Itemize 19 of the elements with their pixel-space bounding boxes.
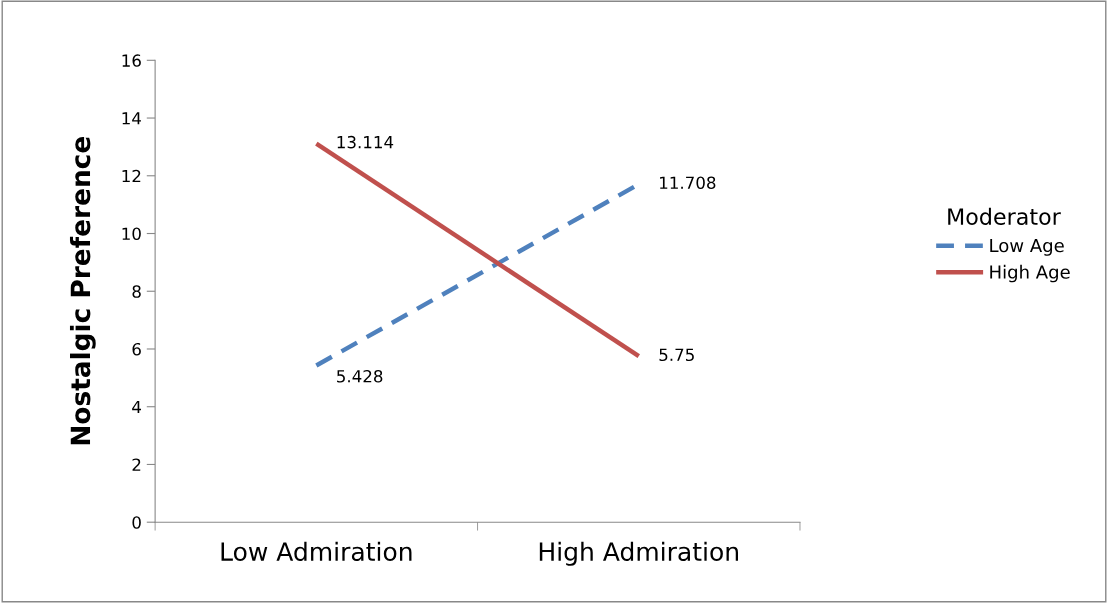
data-label: 13.114	[337, 135, 394, 149]
legend-label: Low Age	[990, 238, 1064, 256]
y-tick-label: 10	[122, 227, 141, 241]
data-label: 5.428	[337, 369, 383, 383]
y-tick-label: 6	[132, 342, 141, 356]
y-tick-label: 8	[132, 285, 141, 298]
x-tick-label: Low Admiration	[221, 541, 412, 561]
x-tick-label: High Admiration	[539, 541, 738, 566]
y-tick-label: 12	[122, 169, 141, 183]
y-tick-label: 2	[132, 458, 141, 471]
y-tick-label: 16	[122, 54, 141, 67]
y-tick-label: 4	[132, 400, 141, 414]
data-label: 11.708	[660, 176, 716, 190]
legend-label: High Age	[990, 264, 1070, 283]
data-label: 5.75	[659, 348, 694, 362]
legend-title: Moderator	[948, 207, 1061, 225]
y-tick-label: 0	[132, 516, 141, 529]
y-tick-label: 14	[122, 112, 141, 125]
y-axis-title: Nostalgic Preference	[69, 137, 96, 445]
